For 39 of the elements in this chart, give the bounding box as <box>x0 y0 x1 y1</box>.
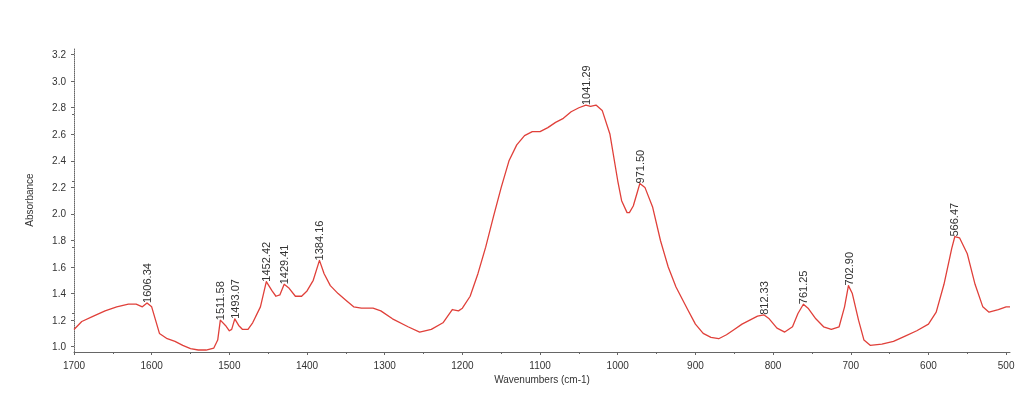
annotation: 1429.41 <box>278 244 291 285</box>
y-tick-label: 2.6 <box>52 128 67 140</box>
annotation: 1384.16 <box>313 220 326 261</box>
y-tick-label: 3.0 <box>52 75 67 87</box>
y-axis-title: Absorbance <box>23 172 35 227</box>
x-tick-label: 500 <box>997 359 1015 371</box>
y-tick-label: 2.0 <box>52 208 67 220</box>
annotation: 761.25 <box>797 270 810 305</box>
x-tick-label: 1500 <box>218 359 241 371</box>
x-tick-label: 1000 <box>606 359 630 371</box>
annotation: 702.90 <box>842 251 855 286</box>
x-tick-label: 1300 <box>373 359 397 371</box>
y-tick-label: 3.2 <box>52 49 67 61</box>
y-tick-label: 1.2 <box>52 314 67 326</box>
annotation: 1606.34 <box>140 263 153 303</box>
x-tick-label: 900 <box>687 359 705 371</box>
y-tick-label: 1.8 <box>52 234 67 246</box>
x-tick-label: 1400 <box>295 359 319 371</box>
y-tick-label: 2.8 <box>52 102 67 114</box>
y-tick-label: 2.2 <box>52 181 67 193</box>
y-tick-label: 2.4 <box>52 155 67 167</box>
annotation: 1511.58 <box>214 281 227 321</box>
annotation: 1041.29 <box>579 65 592 106</box>
x-tick-label: 1100 <box>529 359 552 371</box>
x-tick-label: 1700 <box>62 359 86 371</box>
annotation: 812.33 <box>757 281 770 315</box>
x-tick-label: 1600 <box>140 359 164 371</box>
y-tick-label: 1.6 <box>52 261 67 273</box>
y-tick-label: 1.0 <box>52 341 67 353</box>
annotation: 1493.07 <box>228 279 241 319</box>
y-tick-label: 1.4 <box>52 288 67 300</box>
x-tick-label: 800 <box>764 359 782 371</box>
annotation: 1452.42 <box>260 241 273 282</box>
x-tick-label: 700 <box>842 359 860 371</box>
x-tick-label: 1200 <box>451 359 474 371</box>
x-axis-title: Wavenumbers (cm-1) <box>494 374 590 386</box>
x-tick-label: 600 <box>920 359 938 371</box>
annotation: 566.47 <box>948 202 961 237</box>
annotation: 971.50 <box>633 149 646 184</box>
